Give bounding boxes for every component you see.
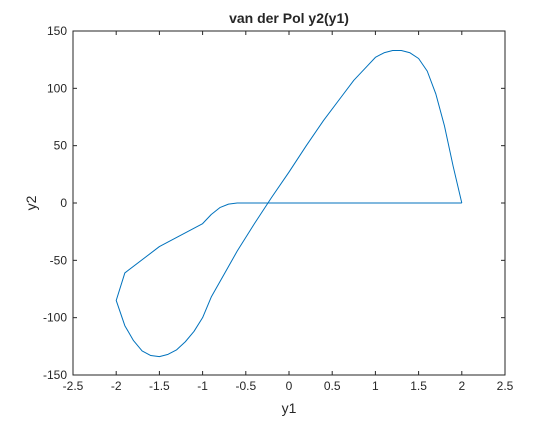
y-tick-label: 0	[60, 196, 67, 210]
x-tick-label: -2.5	[63, 379, 84, 393]
y-tick-label: -100	[43, 311, 67, 325]
y-tick-label: -50	[50, 253, 68, 267]
y-tick-label: 50	[54, 139, 68, 153]
x-tick-label: 1.5	[410, 379, 427, 393]
x-axis: -2.5 -2 -1.5 -1 -0.5 0 0.5 1 1.5 2 2.5	[63, 31, 514, 393]
x-tick-label: -1.5	[149, 379, 170, 393]
x-tick-label: 0	[286, 379, 293, 393]
x-tick-label: -0.5	[235, 379, 256, 393]
y-tick-label: -150	[43, 368, 67, 382]
x-tick-label: 2	[458, 379, 465, 393]
x-tick-label: 2.5	[497, 379, 514, 393]
x-tick-label: 0.5	[324, 379, 341, 393]
y-axis: -150 -100 -50 0 50 100 150	[43, 24, 505, 382]
x-tick-label: 1	[372, 379, 379, 393]
x-tick-label: -1	[197, 379, 208, 393]
y-tick-label: 150	[47, 24, 67, 38]
chart-title: van der Pol y2(y1)	[229, 10, 349, 26]
x-axis-label: y1	[282, 400, 297, 416]
y-axis-label: y2	[23, 195, 39, 210]
x-tick-label: -2	[111, 379, 122, 393]
y-tick-label: 100	[47, 81, 67, 95]
data-layer	[115, 49, 463, 358]
series-line-y2-vs-y1	[115, 49, 463, 358]
